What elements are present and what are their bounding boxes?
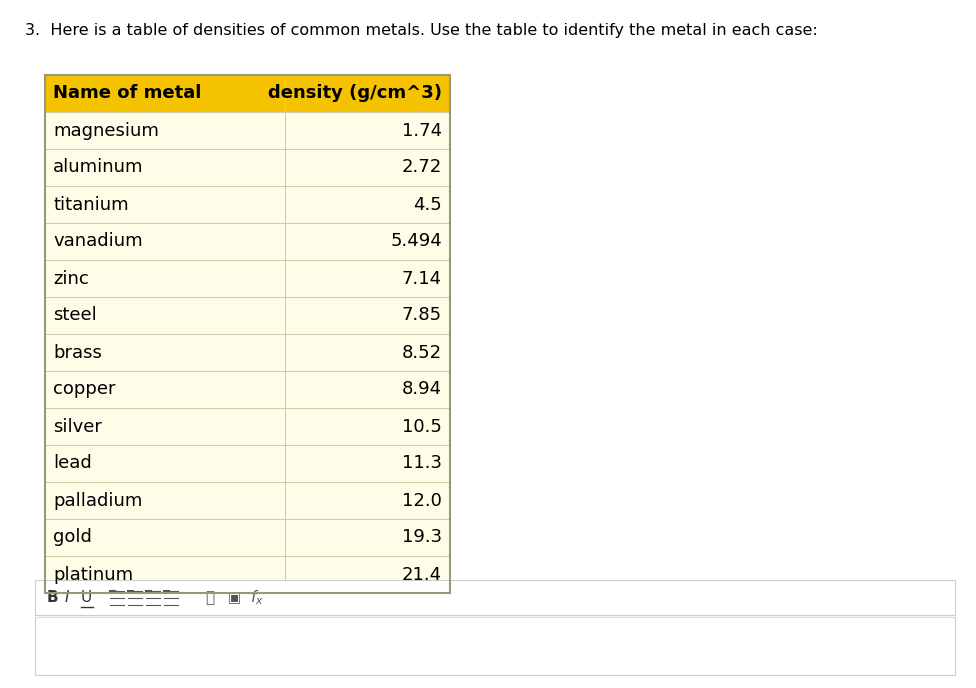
Text: 4.5: 4.5	[413, 195, 442, 213]
Text: 🔗: 🔗	[205, 590, 214, 605]
Text: aluminum: aluminum	[53, 158, 143, 177]
Text: vanadium: vanadium	[53, 233, 142, 250]
Text: 12.0: 12.0	[402, 491, 442, 510]
Bar	[45, 75, 450, 593]
Text: U: U	[81, 590, 93, 605]
Bar	[45, 112, 285, 149]
Bar	[45, 260, 285, 297]
Bar	[45, 371, 285, 408]
Bar	[35, 580, 955, 615]
Text: brass: brass	[53, 343, 102, 361]
Bar	[285, 149, 450, 186]
Text: B: B	[47, 590, 59, 605]
Bar	[45, 186, 285, 223]
Text: lead: lead	[53, 455, 92, 473]
Bar	[45, 223, 285, 260]
Text: 8.94: 8.94	[402, 380, 442, 398]
Text: silver: silver	[53, 418, 102, 436]
Bar	[285, 112, 450, 149]
Bar	[45, 445, 285, 482]
Text: 3.  Here is a table of densities of common metals. Use the table to identify the: 3. Here is a table of densities of commo…	[25, 23, 818, 38]
Bar	[285, 297, 450, 334]
Bar	[285, 186, 450, 223]
Text: zinc: zinc	[53, 270, 89, 288]
Text: ▣: ▣	[228, 590, 241, 605]
Text: 1.74: 1.74	[402, 122, 442, 140]
Bar	[285, 334, 450, 371]
Text: Name of metal: Name of metal	[53, 85, 201, 103]
Text: palladium: palladium	[53, 491, 142, 510]
Text: 7.85: 7.85	[402, 306, 442, 325]
Text: magnesium: magnesium	[53, 122, 159, 140]
Bar	[285, 260, 450, 297]
Bar	[45, 75, 285, 112]
Text: 10.5: 10.5	[402, 418, 442, 436]
Text: 2.72: 2.72	[402, 158, 442, 177]
Bar	[45, 556, 285, 593]
Bar	[45, 482, 285, 519]
Bar	[285, 519, 450, 556]
Bar	[45, 519, 285, 556]
Bar	[285, 75, 450, 112]
Bar	[285, 556, 450, 593]
Bar	[45, 334, 285, 371]
Text: 5.494: 5.494	[390, 233, 442, 250]
Text: 11.3: 11.3	[402, 455, 442, 473]
Text: titanium: titanium	[53, 195, 129, 213]
Bar	[45, 408, 285, 445]
Text: copper: copper	[53, 380, 115, 398]
Text: 7.14: 7.14	[402, 270, 442, 288]
Text: density (g/cm^3): density (g/cm^3)	[268, 85, 442, 103]
Text: gold: gold	[53, 528, 92, 546]
Bar	[45, 149, 285, 186]
Text: platinum: platinum	[53, 566, 133, 583]
Bar	[45, 297, 285, 334]
Text: 8.52: 8.52	[402, 343, 442, 361]
Bar	[285, 371, 450, 408]
Bar	[285, 223, 450, 260]
Bar	[285, 445, 450, 482]
Text: 21.4: 21.4	[402, 566, 442, 583]
Text: steel: steel	[53, 306, 97, 325]
Text: 19.3: 19.3	[402, 528, 442, 546]
Text: I: I	[65, 590, 69, 605]
Bar	[285, 408, 450, 445]
Text: $f_x$: $f_x$	[250, 588, 264, 607]
Bar	[35, 617, 955, 675]
Bar	[285, 482, 450, 519]
